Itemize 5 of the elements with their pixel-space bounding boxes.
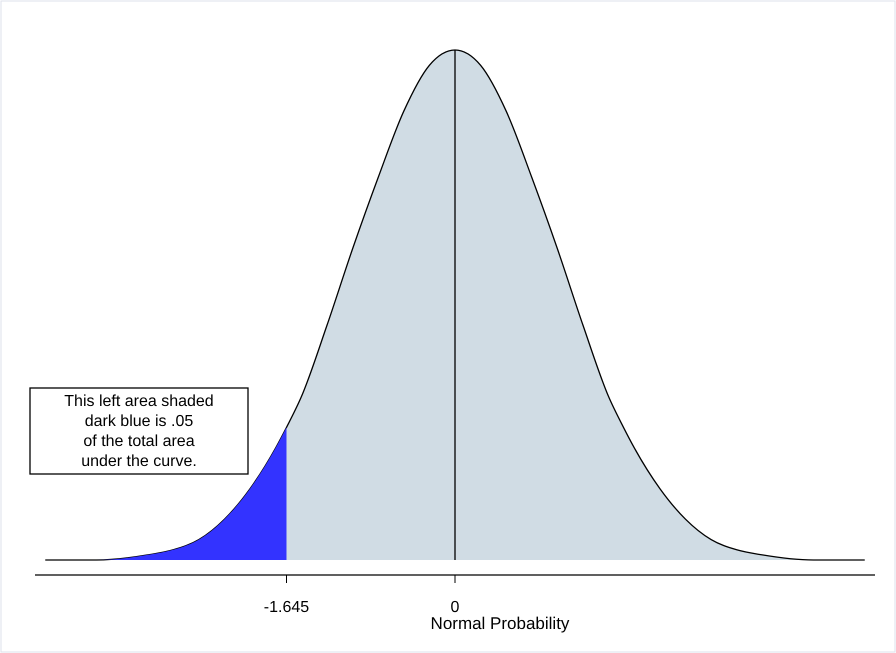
x-tick-label: -1.645 [264, 599, 310, 616]
note-box: This left area shaded dark blue is .05 of the total area under the curve. [29, 387, 249, 475]
x-tick-label: 0 [450, 599, 460, 616]
x-axis-title: Normal Probability [430, 614, 570, 633]
annotation: This left area shaded dark blue is .05 of the total area under the curve. [64, 393, 214, 470]
